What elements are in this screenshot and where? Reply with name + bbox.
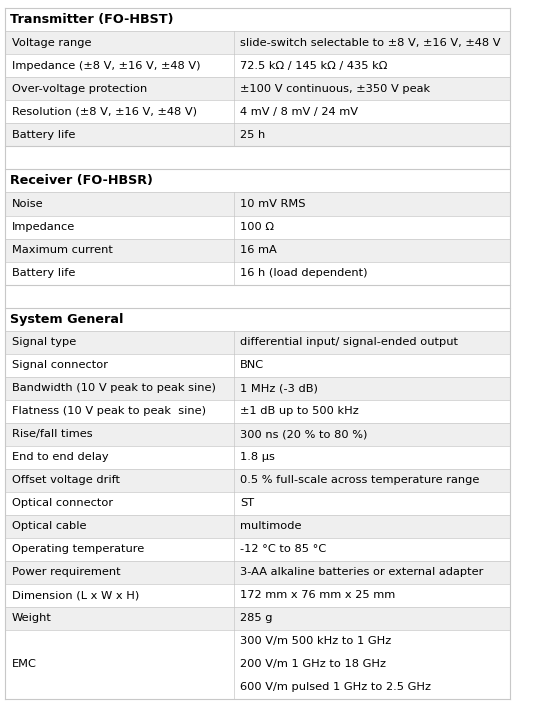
Text: End to end delay: End to end delay — [12, 453, 109, 462]
Text: Operating temperature: Operating temperature — [12, 544, 144, 554]
Bar — [5, 123, 510, 147]
Text: 1.8 μs: 1.8 μs — [240, 453, 275, 462]
Text: 10 mV RMS: 10 mV RMS — [240, 199, 306, 209]
Bar — [5, 216, 510, 238]
Text: 300 V/m 500 kHz to 1 GHz: 300 V/m 500 kHz to 1 GHz — [240, 637, 391, 646]
Text: 16 mA: 16 mA — [240, 245, 277, 255]
Bar — [5, 376, 510, 400]
Text: ±1 dB up to 500 kHz: ±1 dB up to 500 kHz — [240, 406, 359, 416]
Text: 72.5 kΩ / 145 kΩ / 435 kΩ: 72.5 kΩ / 145 kΩ / 435 kΩ — [240, 61, 387, 71]
Bar — [5, 561, 510, 584]
Bar — [5, 262, 510, 285]
Text: System General: System General — [9, 312, 123, 326]
Bar — [5, 354, 510, 376]
Bar — [5, 169, 510, 192]
Text: Signal connector: Signal connector — [12, 360, 107, 370]
Bar — [5, 54, 510, 78]
Text: Power requirement: Power requirement — [12, 568, 120, 577]
Bar — [5, 515, 510, 538]
Bar — [5, 8, 510, 31]
Bar — [5, 492, 510, 515]
Bar — [5, 238, 510, 262]
Text: Optical cable: Optical cable — [12, 521, 86, 532]
Bar — [5, 423, 510, 446]
Bar — [5, 469, 510, 492]
Bar — [5, 446, 510, 469]
Text: EMC: EMC — [12, 659, 37, 670]
Bar — [5, 307, 510, 331]
Text: 4 mV / 8 mV / 24 mV: 4 mV / 8 mV / 24 mV — [240, 107, 358, 117]
Text: Offset voltage drift: Offset voltage drift — [12, 475, 119, 485]
Text: ±100 V continuous, ±350 V peak: ±100 V continuous, ±350 V peak — [240, 84, 430, 94]
Bar — [5, 100, 510, 123]
Text: Voltage range: Voltage range — [12, 38, 91, 48]
Text: Impedance (±8 V, ±16 V, ±48 V): Impedance (±8 V, ±16 V, ±48 V) — [12, 61, 200, 71]
Text: 0.5 % full-scale across temperature range: 0.5 % full-scale across temperature rang… — [240, 475, 480, 485]
Text: Optical connector: Optical connector — [12, 498, 113, 508]
Text: BNC: BNC — [240, 360, 264, 370]
Text: Battery life: Battery life — [12, 130, 75, 140]
Text: multimode: multimode — [240, 521, 301, 532]
Text: Maximum current: Maximum current — [12, 245, 112, 255]
Text: Receiver (FO-HBSR): Receiver (FO-HBSR) — [9, 174, 152, 188]
Bar — [5, 31, 510, 54]
Bar — [5, 400, 510, 423]
Text: 600 V/m pulsed 1 GHz to 2.5 GHz: 600 V/m pulsed 1 GHz to 2.5 GHz — [240, 682, 431, 692]
Bar — [5, 192, 510, 216]
Text: Transmitter (FO-HBST): Transmitter (FO-HBST) — [9, 13, 173, 26]
Text: differential input/ signal-ended output: differential input/ signal-ended output — [240, 337, 458, 347]
Bar — [5, 584, 510, 607]
Text: Flatness (10 V peak to peak  sine): Flatness (10 V peak to peak sine) — [12, 406, 206, 416]
Bar — [5, 630, 510, 699]
Text: 200 V/m 1 GHz to 18 GHz: 200 V/m 1 GHz to 18 GHz — [240, 659, 386, 670]
Text: Over-voltage protection: Over-voltage protection — [12, 84, 147, 94]
Text: Rise/fall times: Rise/fall times — [12, 429, 92, 439]
Text: 3-AA alkaline batteries or external adapter: 3-AA alkaline batteries or external adap… — [240, 568, 483, 577]
Text: 25 h: 25 h — [240, 130, 265, 140]
Bar — [5, 331, 510, 354]
Text: Resolution (±8 V, ±16 V, ±48 V): Resolution (±8 V, ±16 V, ±48 V) — [12, 107, 197, 117]
Text: 172 mm x 76 mm x 25 mm: 172 mm x 76 mm x 25 mm — [240, 590, 395, 601]
Text: Noise: Noise — [12, 199, 43, 209]
Text: Bandwidth (10 V peak to peak sine): Bandwidth (10 V peak to peak sine) — [12, 384, 215, 393]
Text: slide-switch selectable to ±8 V, ±16 V, ±48 V: slide-switch selectable to ±8 V, ±16 V, … — [240, 38, 500, 48]
Text: Weight: Weight — [12, 613, 52, 623]
Text: 300 ns (20 % to 80 %): 300 ns (20 % to 80 %) — [240, 429, 368, 439]
Text: Dimension (L x W x H): Dimension (L x W x H) — [12, 590, 139, 601]
Text: 1 MHz (-3 dB): 1 MHz (-3 dB) — [240, 384, 318, 393]
Text: -12 °C to 85 °C: -12 °C to 85 °C — [240, 544, 326, 554]
Bar — [5, 607, 510, 630]
Bar — [5, 78, 510, 100]
Text: ST: ST — [240, 498, 254, 508]
Text: Impedance: Impedance — [12, 222, 75, 232]
Text: Battery life: Battery life — [12, 268, 75, 278]
Text: 16 h (load dependent): 16 h (load dependent) — [240, 268, 368, 278]
Text: 100 Ω: 100 Ω — [240, 222, 274, 232]
Bar — [5, 538, 510, 561]
Text: 285 g: 285 g — [240, 613, 272, 623]
Text: Signal type: Signal type — [12, 337, 76, 347]
